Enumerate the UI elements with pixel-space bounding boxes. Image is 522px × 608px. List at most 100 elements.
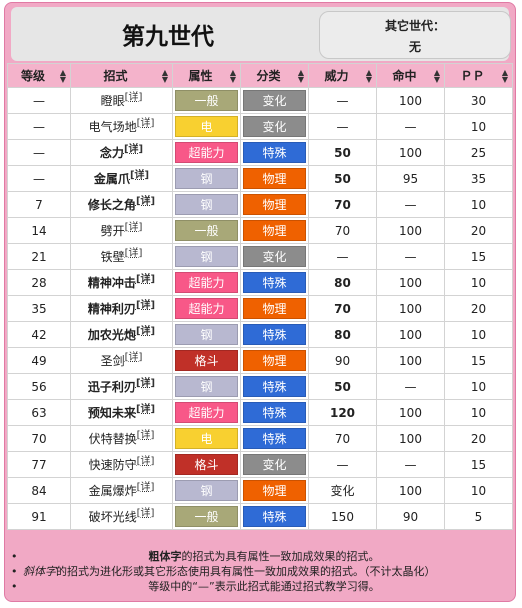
column-header-move[interactable]: 招式 ▲ ▼ xyxy=(70,63,173,88)
details-link[interactable]: [详] xyxy=(135,196,156,207)
type-cell: 钢 xyxy=(172,321,241,348)
category-cell: 特殊 xyxy=(240,425,309,452)
details-link[interactable]: [详] xyxy=(135,274,156,285)
column-header-level[interactable]: 等级 ▲ ▼ xyxy=(7,63,71,88)
details-link[interactable]: [详] xyxy=(129,170,150,181)
type-badge[interactable]: 电 xyxy=(175,116,238,137)
category-badge[interactable]: 物理 xyxy=(243,168,306,189)
type-cell: 钢 xyxy=(172,165,241,192)
type-badge[interactable]: 超能力 xyxy=(175,272,238,293)
move-name-link[interactable]: 迅子利刃 xyxy=(87,380,136,394)
details-link[interactable]: [详] xyxy=(135,404,156,415)
category-badge[interactable]: 变化 xyxy=(243,454,306,475)
details-link[interactable]: [详] xyxy=(136,430,155,441)
category-badge[interactable]: 特殊 xyxy=(243,272,306,293)
type-badge[interactable]: 钢 xyxy=(175,168,238,189)
category-badge[interactable]: 物理 xyxy=(243,480,306,501)
type-badge[interactable]: 超能力 xyxy=(175,298,238,319)
type-badge[interactable]: 一般 xyxy=(175,220,238,241)
move-name-link[interactable]: 念力 xyxy=(99,146,124,160)
move-name-link[interactable]: 加农光炮 xyxy=(87,328,136,342)
column-header-label: 招式 xyxy=(103,69,128,83)
move-name-link[interactable]: 电气场地 xyxy=(88,120,137,134)
column-header-power[interactable]: 威力 ▲ ▼ xyxy=(308,63,377,88)
move-name-link[interactable]: 精神冲击 xyxy=(87,276,136,290)
footnote-bold-term: 粗体字 xyxy=(148,550,182,563)
type-badge[interactable]: 格斗 xyxy=(175,350,238,371)
details-link[interactable]: [详] xyxy=(124,222,143,233)
power-cell: 70 xyxy=(308,295,377,322)
generation-header: 第九世代 其它世代： 无 xyxy=(11,7,511,61)
details-link[interactable]: [详] xyxy=(135,326,156,337)
move-name-link[interactable]: 修长之角 xyxy=(87,198,136,212)
type-badge[interactable]: 一般 xyxy=(175,90,238,111)
category-badge[interactable]: 变化 xyxy=(243,116,306,137)
category-badge[interactable]: 物理 xyxy=(243,350,306,371)
accuracy-cell: — xyxy=(376,451,445,478)
details-link[interactable]: [详] xyxy=(123,144,144,155)
details-link[interactable]: [详] xyxy=(135,300,156,311)
type-badge[interactable]: 一般 xyxy=(175,506,238,527)
column-header-accuracy[interactable]: 命中 ▲ ▼ xyxy=(376,63,445,88)
type-badge[interactable]: 钢 xyxy=(175,246,238,267)
move-name-link[interactable]: 破坏光线 xyxy=(88,510,137,524)
type-badge[interactable]: 钢 xyxy=(175,194,238,215)
move-name-link[interactable]: 伏特替换 xyxy=(88,432,137,446)
category-badge[interactable]: 物理 xyxy=(243,298,306,319)
details-link[interactable]: [详] xyxy=(136,482,155,493)
details-link[interactable]: [详] xyxy=(124,352,143,363)
details-link[interactable]: [详] xyxy=(136,508,155,519)
category-cell: 物理 xyxy=(240,477,309,504)
category-badge[interactable]: 变化 xyxy=(243,90,306,111)
column-header-category[interactable]: 分类 ▲ ▼ xyxy=(240,63,309,88)
type-badge[interactable]: 钢 xyxy=(175,376,238,397)
category-badge[interactable]: 特殊 xyxy=(243,324,306,345)
type-badge[interactable]: 电 xyxy=(175,428,238,449)
accuracy-cell: — xyxy=(376,373,445,400)
details-link[interactable]: [详] xyxy=(135,378,156,389)
level-cell: 56 xyxy=(7,373,71,400)
details-link[interactable]: [详] xyxy=(124,92,143,103)
type-badge[interactable]: 超能力 xyxy=(175,402,238,423)
other-generations-box[interactable]: 其它世代： 无 xyxy=(319,11,511,59)
column-header-type[interactable]: 属性 ▲ ▼ xyxy=(172,63,241,88)
table-row: 49 圣剑[详] 格斗 物理 90 100 15 xyxy=(7,347,513,374)
category-badge[interactable]: 特殊 xyxy=(243,142,306,163)
details-link[interactable]: [详] xyxy=(136,118,155,129)
power-cell: 50 xyxy=(308,373,377,400)
type-badge[interactable]: 钢 xyxy=(175,324,238,345)
pp-cell: 30 xyxy=(444,87,513,114)
category-badge[interactable]: 物理 xyxy=(243,220,306,241)
move-name-link[interactable]: 铁壁 xyxy=(100,250,125,264)
move-name-link[interactable]: 劈开 xyxy=(100,224,125,238)
level-cell: 49 xyxy=(7,347,71,374)
category-badge[interactable]: 特殊 xyxy=(243,428,306,449)
move-name-link[interactable]: 快速防守 xyxy=(88,458,137,472)
move-name-link[interactable]: 预知未来 xyxy=(87,406,136,420)
category-badge[interactable]: 物理 xyxy=(243,194,306,215)
type-cell: 格斗 xyxy=(172,451,241,478)
type-badge[interactable]: 格斗 xyxy=(175,454,238,475)
accuracy-cell: — xyxy=(376,243,445,270)
type-cell: 钢 xyxy=(172,243,241,270)
move-name-link[interactable]: 金属爆炸 xyxy=(88,484,137,498)
details-link[interactable]: [详] xyxy=(136,456,155,467)
pp-cell: 10 xyxy=(444,477,513,504)
move-name-link[interactable]: 圣剑 xyxy=(100,354,125,368)
type-badge[interactable]: 超能力 xyxy=(175,142,238,163)
move-name-link[interactable]: 金属爪 xyxy=(93,172,130,186)
power-cell: — xyxy=(308,451,377,478)
category-badge[interactable]: 特殊 xyxy=(243,506,306,527)
move-name-link[interactable]: 精神利刃 xyxy=(87,302,136,316)
table-row: 56 迅子利刃[详] 钢特殊 50—10 xyxy=(7,373,513,400)
level-cell: — xyxy=(7,165,71,192)
category-badge[interactable]: 变化 xyxy=(243,246,306,267)
power-cell: — xyxy=(308,243,377,270)
type-badge[interactable]: 钢 xyxy=(175,480,238,501)
move-name-link[interactable]: 瞪眼 xyxy=(100,94,125,108)
accuracy-cell: 100 xyxy=(376,477,445,504)
category-badge[interactable]: 特殊 xyxy=(243,376,306,397)
column-header-pp[interactable]: ＰＰ ▲ ▼ xyxy=(444,63,513,88)
details-link[interactable]: [详] xyxy=(124,248,143,259)
category-badge[interactable]: 特殊 xyxy=(243,402,306,423)
